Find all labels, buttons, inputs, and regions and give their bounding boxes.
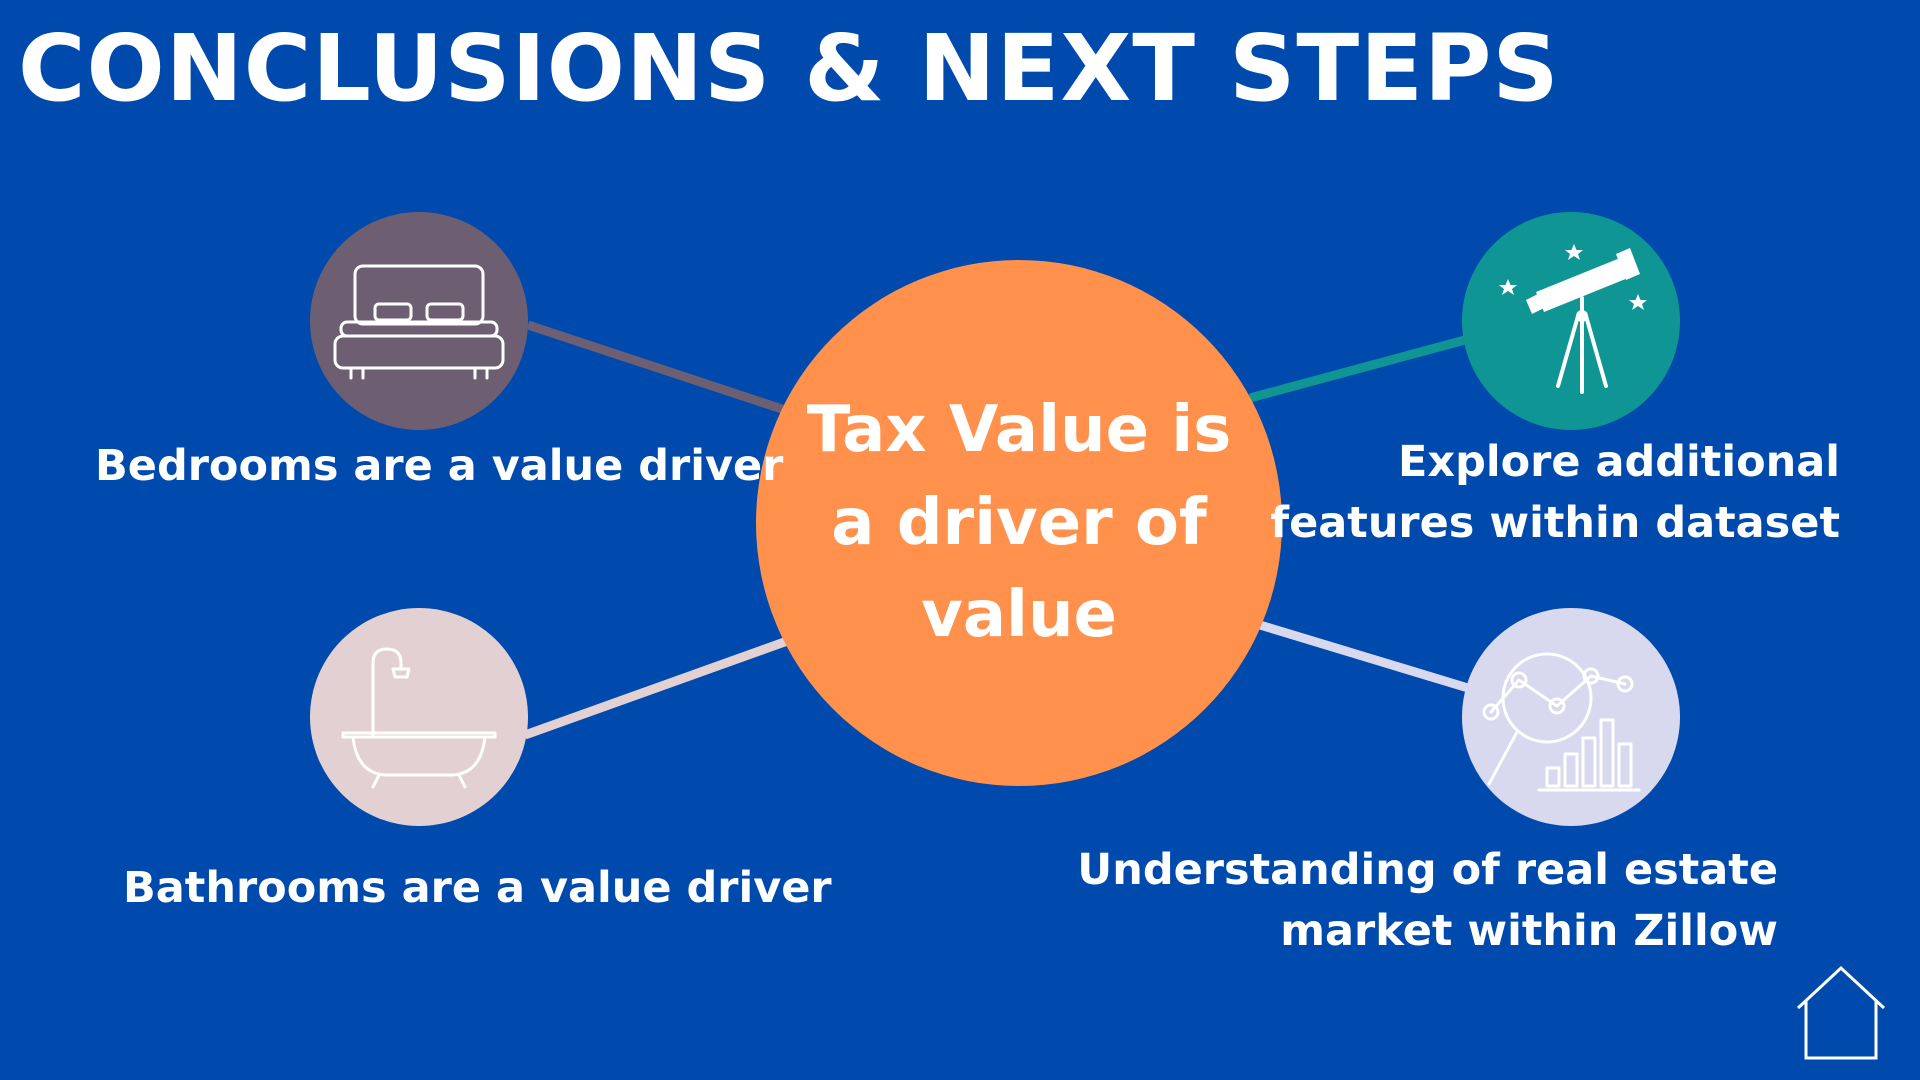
connector-bedrooms <box>526 320 787 415</box>
center-line-2: a driver of <box>831 485 1207 560</box>
connector-explore <box>1248 335 1467 403</box>
bathtub-icon <box>341 647 497 789</box>
center-line-3: value <box>921 578 1117 653</box>
understanding-label-line-2: market within Zillow <box>1280 906 1778 957</box>
center-circle: Tax Value is a driver of value <box>756 260 1282 786</box>
explore-label-line-1: Explore additional <box>1397 437 1840 487</box>
bed-icon <box>333 264 505 380</box>
center-text: Tax Value is a driver of value <box>799 384 1239 662</box>
connector-bathrooms <box>523 635 792 740</box>
explore-label: Explore additional features within datas… <box>1270 432 1840 554</box>
understanding-node <box>1462 608 1680 826</box>
center-line-1: Tax Value is <box>806 392 1232 467</box>
bedrooms-label: Bedrooms are a value driver <box>95 441 784 491</box>
bathrooms-label: Bathrooms are a value driver <box>123 863 832 913</box>
understanding-label: Understanding of real estate market with… <box>1077 840 1778 962</box>
analytics-icon <box>1482 652 1641 792</box>
telescope-icon <box>1499 244 1647 394</box>
bathrooms-node <box>310 608 528 826</box>
explore-node <box>1462 212 1680 430</box>
understanding-label-line-1: Understanding of real estate <box>1077 845 1778 895</box>
explore-label-line-2: features within dataset <box>1270 498 1840 549</box>
bedrooms-node <box>310 212 528 430</box>
connector-understanding <box>1258 620 1470 693</box>
house-icon[interactable] <box>1792 962 1890 1062</box>
slide-title: CONCLUSIONS & NEXT STEPS <box>18 15 1560 122</box>
